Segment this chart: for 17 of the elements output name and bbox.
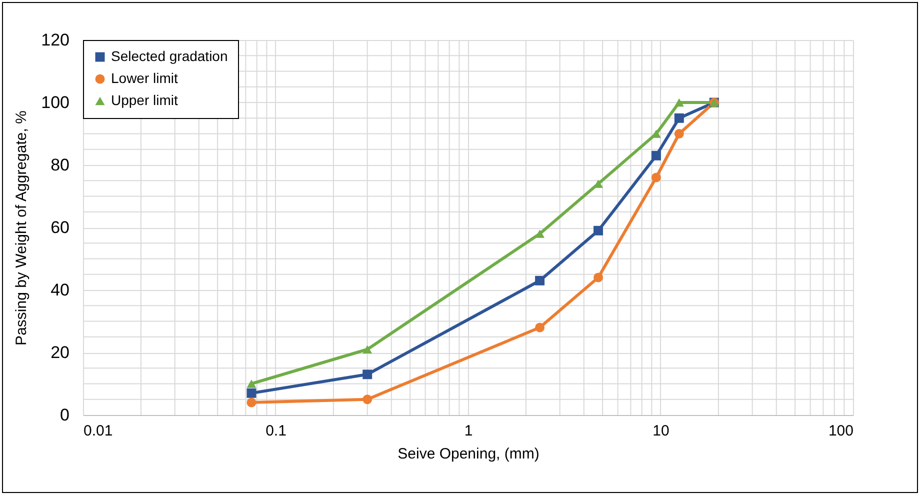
x-tick-label: 100 [828, 422, 854, 440]
y-tick-label: 20 [50, 343, 70, 362]
legend-label: Upper limit [111, 92, 178, 108]
x-tick-label: 1 [464, 422, 473, 440]
x-tick-label: 0.01 [84, 422, 113, 440]
y-tick-label: 60 [50, 218, 70, 237]
y-axis-title: Passing by Weight of Aggregate, % [13, 110, 30, 346]
x-tick-label: 10 [652, 422, 670, 440]
x-axis-title: Seive Opening, (mm) [398, 446, 540, 462]
x-tick-label: 0.1 [266, 422, 286, 440]
legend-label: Lower limit [111, 70, 178, 86]
legend-label: Selected gradation [111, 48, 228, 64]
y-tick-label: 80 [50, 156, 70, 174]
y-tick-label: 120 [41, 30, 70, 50]
y-tick-label: 0 [60, 406, 70, 424]
y-tick-label: 100 [41, 93, 70, 112]
y-tick-label: 40 [50, 280, 70, 300]
